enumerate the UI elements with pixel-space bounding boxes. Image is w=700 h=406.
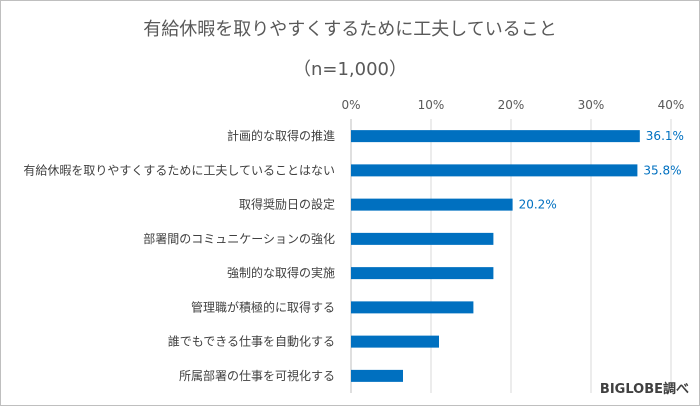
chart-title: 有給休暇を取りやすくするために工夫していること bbox=[143, 19, 556, 40]
category-label: 所属部署の仕事を可視化する bbox=[179, 368, 335, 383]
x-axis-ticks: 0% 10% 20% 30% 40% bbox=[341, 98, 684, 112]
bar bbox=[351, 267, 494, 280]
x-tick-label: 10% bbox=[418, 98, 445, 112]
category-label: 強制的な取得の実施 bbox=[227, 265, 335, 280]
bar bbox=[351, 369, 403, 382]
bar bbox=[351, 130, 640, 143]
bars bbox=[351, 130, 640, 382]
bar bbox=[351, 164, 638, 177]
bar bbox=[351, 232, 494, 245]
x-tick-label: 20% bbox=[498, 98, 525, 112]
category-labels: 計画的な取得の推進有給休暇を取りやすくするために工夫していることはない取得奨励日… bbox=[23, 128, 335, 383]
bar bbox=[351, 301, 474, 314]
bar bbox=[351, 198, 513, 211]
category-label: 部署間のコミュニケーションの強化 bbox=[143, 231, 335, 246]
category-label: 有給休暇を取りやすくするために工夫していることはない bbox=[23, 163, 335, 177]
category-label: 誰でもできる仕事を自動化する bbox=[168, 334, 335, 349]
chart-subtitle: （n=1,000） bbox=[293, 59, 407, 80]
bar bbox=[351, 335, 439, 348]
category-label: 計画的な取得の推進 bbox=[227, 128, 335, 143]
x-tick-label: 0% bbox=[341, 98, 360, 112]
data-label: 36.1% bbox=[646, 129, 684, 143]
source-note: BIGLOBE調べ bbox=[599, 382, 689, 397]
category-label: 取得奨励日の設定 bbox=[239, 197, 335, 212]
category-label: 管理職が積極的に取得する bbox=[191, 299, 335, 314]
data-label: 20.2% bbox=[519, 198, 557, 212]
x-tick-label: 30% bbox=[578, 98, 605, 112]
data-labels: 36.1% 35.8% 20.2% bbox=[519, 129, 684, 212]
x-tick-label: 40% bbox=[658, 98, 685, 112]
data-label: 35.8% bbox=[643, 163, 681, 177]
gridlines bbox=[350, 119, 672, 393]
